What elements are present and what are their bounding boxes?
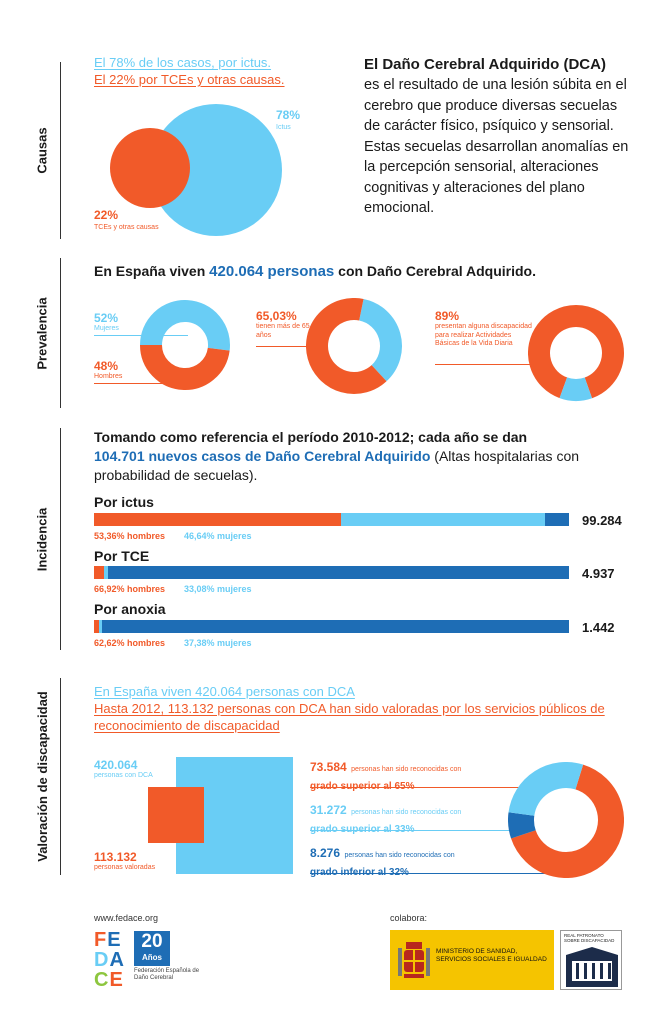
prevalencia-heading: En España viven 420.064 personas con Dañ… — [94, 263, 536, 280]
no-disability-segment — [559, 377, 593, 401]
anoxia-men-pct: 62,62% hombres — [94, 638, 166, 648]
tce-total: 4.937 — [582, 566, 615, 581]
ictus-rest-segment — [545, 513, 569, 526]
over65-segment — [306, 298, 387, 394]
ictus-category: Por ictus — [94, 494, 154, 510]
incidencia-number: 104.701 nuevos casos de Daño Cerebral Ad… — [94, 448, 431, 464]
ictus-bar — [94, 513, 569, 526]
fedace-letters-3: CE — [94, 969, 124, 991]
women-label: Mujeres — [94, 325, 119, 332]
dca-title: El Daño Cerebral Adquirido (DCA) — [364, 56, 606, 73]
ictus-pct: 78% — [276, 108, 301, 122]
building-icon — [566, 947, 618, 987]
anoxia-bar — [94, 620, 569, 633]
tce-circle — [110, 128, 190, 208]
grade-under32-item: 8.276 personas han sido reconocidas con … — [310, 846, 455, 878]
fedace-logo: FE DA CE 20 Años Federación Española de … — [94, 930, 204, 992]
valued-label: personas valoradas — [94, 864, 156, 871]
ictus-total: 99.284 — [582, 513, 622, 528]
women-segment — [140, 300, 230, 351]
causas-section-label: Causas — [34, 127, 50, 174]
tce-rest-segment — [108, 566, 569, 579]
age-leader-line — [256, 346, 316, 347]
valoracion-line-valued: Hasta 2012, 113.132 personas con DCA han… — [94, 701, 605, 733]
incidencia-section-label: Incidencia — [34, 507, 50, 571]
total-number: 420.064 — [94, 758, 138, 772]
grade-over33-item: 31.272 personas han sido reconocidas con… — [310, 803, 462, 835]
patronato-text: REAL PATRONATO SOBRE DISCAPACIDAD — [564, 933, 615, 943]
prevalencia-number: 420.064 personas — [209, 263, 335, 280]
tce-category: Por TCE — [94, 548, 150, 564]
causas-circles — [110, 104, 282, 236]
anoxia-rest-segment — [101, 620, 569, 633]
anoxia-women-segment — [98, 620, 102, 633]
grade-over65-line — [310, 787, 525, 788]
anoxia-category: Por anoxia — [94, 601, 166, 617]
ictus-women-pct: 46,64% mujeres — [184, 531, 252, 541]
women-leader-line — [94, 335, 188, 336]
tce-pct: 22% — [94, 208, 119, 222]
patronato-logo: REAL PATRONATO SOBRE DISCAPACIDAD — [560, 930, 622, 990]
prevalencia-section-label: Prevalencia — [34, 296, 50, 370]
tce-men-pct: 66,92% hombres — [94, 584, 166, 594]
grades-donut — [508, 762, 624, 878]
ministerio-text: MINISTERIO DE SANIDAD, SERVICIOS SOCIALE… — [436, 948, 547, 963]
incidencia-divider — [60, 428, 61, 650]
ministerio-logo: MINISTERIO DE SANIDAD, SERVICIOS SOCIALE… — [390, 930, 554, 990]
ictus-men-segment — [94, 513, 341, 526]
tce-bar — [94, 566, 569, 579]
tce-women-pct: 33,08% mujeres — [184, 584, 252, 594]
fedace-subtitle: Federación Española de Daño Cerebral — [134, 968, 200, 981]
fedace-letters-2: DA — [94, 949, 125, 971]
ictus-women-segment — [341, 513, 546, 526]
total-label: personas con DCA — [94, 772, 153, 779]
disability-pct: 89% — [435, 309, 460, 323]
grade-under32-line — [310, 873, 550, 874]
ictus-circle — [150, 104, 282, 236]
ictus-men-pct: 53,36% hombres — [94, 531, 166, 541]
disability-segment — [528, 305, 624, 399]
gender-donut — [140, 300, 230, 390]
disability-label: presentan alguna discapacidad para reali… — [435, 323, 532, 347]
website-link[interactable]: www.fedace.org — [94, 913, 159, 923]
valoracion-line-total: En España viven 420.064 personas con DCA — [94, 684, 355, 699]
tce-women-segment — [103, 566, 109, 579]
over65-grade-segment — [511, 764, 624, 878]
anoxia-women-pct: 37,38% mujeres — [184, 638, 252, 648]
causas-line-ictus: El 78% de los casos, por ictus. — [94, 55, 272, 70]
dca-description: es el resultado de una lesión súbita en … — [364, 77, 629, 216]
colabora-label: colabora: — [390, 913, 428, 923]
valoracion-section-label: Valoración de discapacidad — [34, 691, 50, 862]
grade-over65-item: 73.584 personas han sido reconocidas con… — [310, 760, 462, 792]
anoxia-men-segment — [94, 620, 99, 633]
over33-grade-segment — [508, 762, 584, 817]
causas-divider — [60, 62, 61, 239]
tce-label: TCEs y otras causas — [94, 224, 159, 231]
causas-line-tce: El 22% por TCEs y otras causas. — [94, 72, 285, 87]
incidencia-heading: Tomando como referencia el período 2010-… — [94, 429, 580, 483]
under32-grade-segment — [508, 812, 536, 839]
over65-pct: 65,03% — [256, 309, 297, 323]
disability-donut — [528, 305, 624, 401]
coat-of-arms-icon — [398, 942, 430, 978]
prevalencia-divider — [60, 258, 61, 408]
anoxia-total: 1.442 — [582, 620, 615, 635]
valued-square — [148, 787, 204, 843]
ictus-label: Ictus — [276, 124, 291, 131]
women-pct: 52% — [94, 311, 119, 325]
grade-over33-line — [310, 830, 520, 831]
tce-men-segment — [94, 566, 104, 579]
men-segment — [140, 344, 230, 390]
under65-segment — [358, 298, 402, 382]
over65-label: tienen más de 65 años — [256, 323, 310, 339]
valued-number: 113.132 — [94, 850, 137, 864]
men-label: Hombres — [94, 373, 123, 380]
fedace-letters-1: FE — [94, 929, 122, 951]
men-pct: 48% — [94, 359, 119, 373]
age-donut — [306, 298, 402, 394]
men-leader-line — [94, 383, 188, 384]
valoracion-divider — [60, 678, 61, 875]
disability-leader-line — [435, 364, 545, 365]
twenty-years-badge: 20 Años — [134, 931, 170, 966]
